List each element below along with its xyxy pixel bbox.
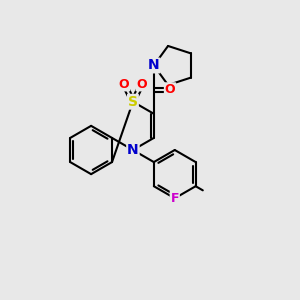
Text: N: N <box>127 143 139 157</box>
Text: O: O <box>165 83 175 96</box>
Text: O: O <box>119 77 129 91</box>
Text: O: O <box>136 77 147 91</box>
Text: N: N <box>148 58 160 73</box>
Text: F: F <box>170 192 179 205</box>
Text: S: S <box>128 95 138 109</box>
